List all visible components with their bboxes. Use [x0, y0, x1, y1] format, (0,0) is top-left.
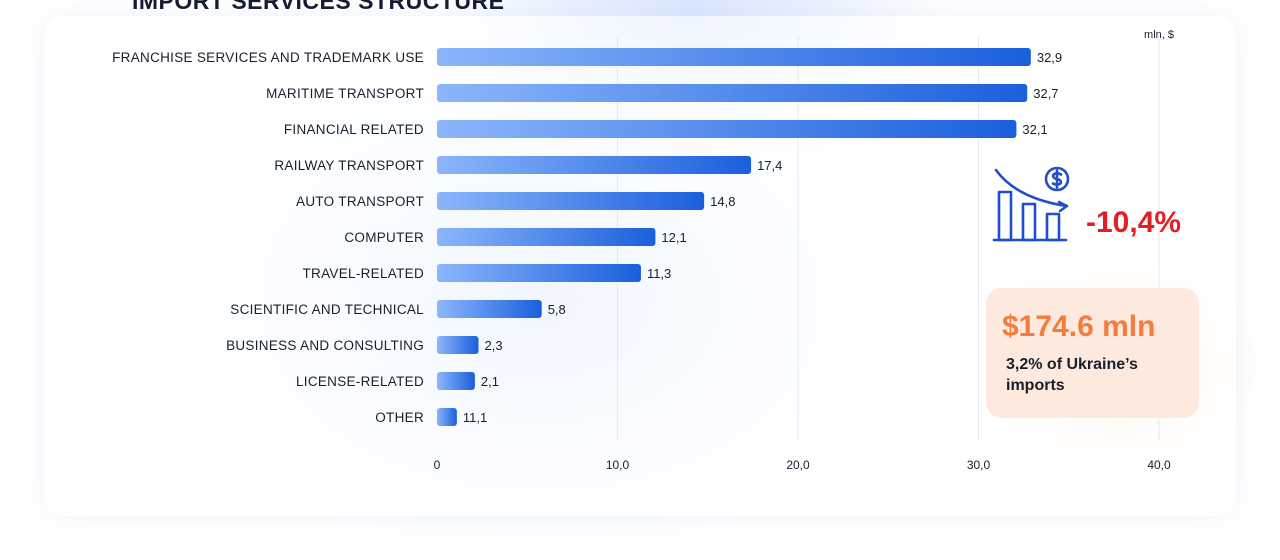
- bar: [437, 372, 475, 390]
- bar: [437, 264, 641, 282]
- bar: [437, 336, 479, 354]
- bar-chart: 0 10,0 20,0 30,0 40,0 FRANCHISE SERVICES AND …: [112, 36, 1171, 472]
- x-tick-label: 10,0: [606, 458, 630, 472]
- bar: [437, 48, 1031, 66]
- x-tick-label: 0: [434, 458, 441, 472]
- category-label: BUSINESS AND CONSULTING: [226, 338, 424, 353]
- change-percentage: -10,4%: [1086, 206, 1182, 239]
- bar: [437, 228, 656, 246]
- bar: [437, 120, 1017, 138]
- x-tick-label: 20,0: [786, 458, 810, 472]
- x-tick-label: 30,0: [967, 458, 991, 472]
- bar-value-label: 17,4: [757, 158, 782, 173]
- bar: [437, 84, 1028, 102]
- bar-value-label: 14,8: [710, 194, 735, 209]
- bar-value-label: 32,7: [1033, 86, 1058, 101]
- category-label: TRAVEL-RELATED: [303, 266, 424, 281]
- page-title: IMPORT SERVICES STRUCTURE: [132, 0, 505, 14]
- bar-value-label: 32,1: [1022, 122, 1047, 137]
- category-label: COMPUTER: [344, 230, 424, 245]
- bar-value-label: 2,1: [481, 374, 499, 389]
- bar-value-label: 12,1: [661, 230, 686, 245]
- total-amount: $174.6 mln: [1002, 310, 1156, 343]
- declining-bar-chart-dollar-icon: [992, 166, 1070, 242]
- chart-bars: [437, 48, 1031, 426]
- total-imports-card: $174.6 mln 3,2% of Ukraine’s imports: [986, 288, 1199, 418]
- bar: [437, 156, 752, 174]
- category-label: FINANCIAL RELATED: [284, 122, 424, 137]
- category-label: LICENSE-RELATED: [296, 374, 424, 389]
- category-label: MARITIME TRANSPORT: [266, 86, 424, 101]
- unit-label: mln, $: [1144, 29, 1174, 41]
- bar-value-label: 5,8: [548, 302, 566, 317]
- bar-value-label: 2,3: [485, 338, 503, 353]
- bar-value-label: 32,9: [1037, 50, 1062, 65]
- category-label: OTHER: [375, 410, 424, 425]
- total-share-description: 3,2% of Ukraine’s imports: [1006, 356, 1138, 394]
- bar-value-label: 11,3: [647, 266, 671, 281]
- category-label: AUTO TRANSPORT: [296, 194, 424, 209]
- category-label: SCIENTIFIC AND TECHNICAL: [230, 302, 424, 317]
- bar: [437, 300, 542, 318]
- x-tick-label: 40,0: [1147, 458, 1171, 472]
- bar: [437, 192, 705, 210]
- category-label: FRANCHISE SERVICES AND TRADEMARK USE: [112, 50, 424, 65]
- chart-labels: 0 10,0 20,0 30,0 40,0 FRANCHISE SERVICES AND …: [112, 50, 1171, 472]
- bar-value-label: 11,1: [463, 410, 487, 425]
- bar: [437, 408, 457, 426]
- category-label: RAILWAY TRANSPORT: [274, 158, 424, 173]
